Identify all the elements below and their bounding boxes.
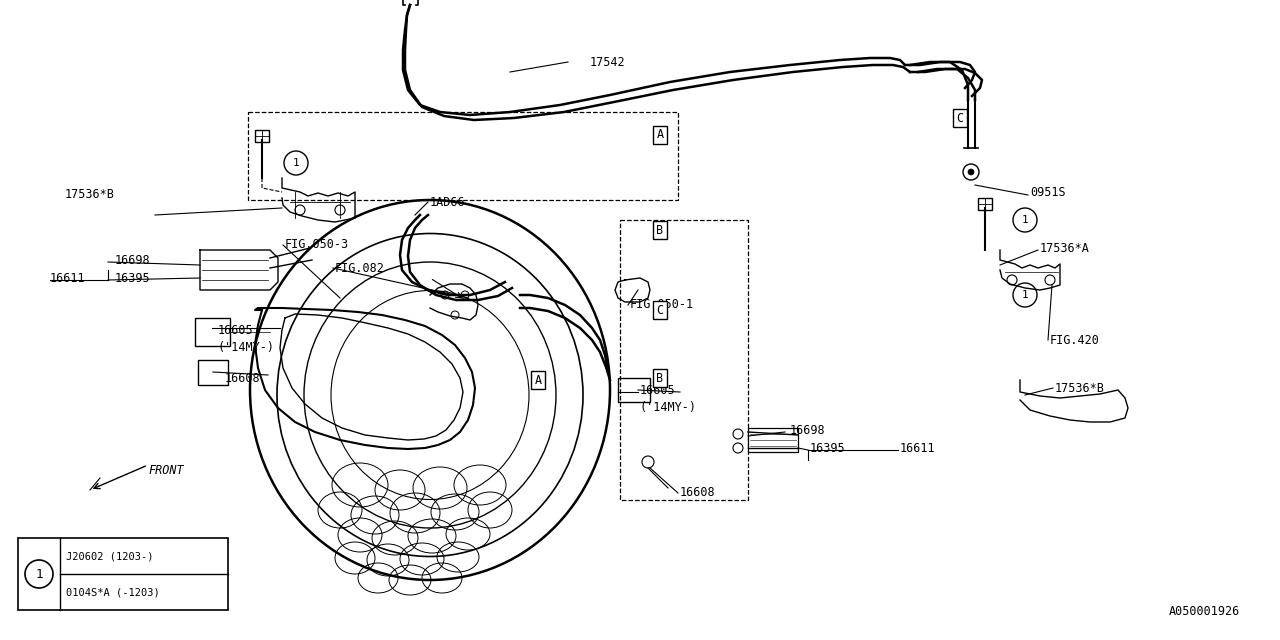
Text: J20602 (1203-): J20602 (1203-) <box>67 552 154 562</box>
Bar <box>198 360 228 385</box>
Text: FIG.050-1: FIG.050-1 <box>630 298 694 312</box>
Text: ('14MY-): ('14MY-) <box>640 401 698 415</box>
Text: 16608: 16608 <box>680 486 716 499</box>
Bar <box>978 198 992 210</box>
Text: FIG.420: FIG.420 <box>1050 333 1100 346</box>
Text: C: C <box>956 111 964 125</box>
Text: 17536*B: 17536*B <box>1055 381 1105 394</box>
Text: 17536*B: 17536*B <box>65 189 115 202</box>
Text: 16608: 16608 <box>225 371 261 385</box>
Text: B: B <box>657 371 663 385</box>
Text: FIG.050-3: FIG.050-3 <box>285 239 349 252</box>
Text: B: B <box>657 223 663 237</box>
Text: 0951S: 0951S <box>1030 186 1066 198</box>
Text: FIG.082: FIG.082 <box>335 262 385 275</box>
Text: A: A <box>535 374 541 387</box>
Text: FRONT: FRONT <box>148 463 183 477</box>
Bar <box>748 428 797 452</box>
Text: 17542: 17542 <box>590 56 626 68</box>
Bar <box>255 130 269 142</box>
Bar <box>248 112 678 200</box>
Text: 1AD66: 1AD66 <box>430 195 466 209</box>
Text: 16605: 16605 <box>218 323 253 337</box>
Text: 16611: 16611 <box>50 271 86 285</box>
Bar <box>618 378 650 402</box>
Text: 1: 1 <box>1021 215 1028 225</box>
Bar <box>195 318 230 346</box>
Text: 1: 1 <box>36 568 42 580</box>
Text: 16611: 16611 <box>900 442 936 454</box>
Bar <box>18 538 228 610</box>
Text: A: A <box>657 129 663 141</box>
Text: 1: 1 <box>293 158 300 168</box>
Circle shape <box>968 169 974 175</box>
Text: 16395: 16395 <box>115 271 151 285</box>
Text: 1: 1 <box>1021 290 1028 300</box>
Bar <box>620 220 748 500</box>
Text: 16395: 16395 <box>810 442 846 454</box>
Text: 16698: 16698 <box>790 424 826 436</box>
Text: 0104S*A (-1203): 0104S*A (-1203) <box>67 588 160 598</box>
Text: 17536*A: 17536*A <box>1039 241 1089 255</box>
Text: 16698: 16698 <box>115 253 151 266</box>
Text: 16605: 16605 <box>640 383 676 397</box>
Text: ('14MY-): ('14MY-) <box>218 342 275 355</box>
Text: A050001926: A050001926 <box>1169 605 1240 618</box>
Text: C: C <box>657 303 663 317</box>
